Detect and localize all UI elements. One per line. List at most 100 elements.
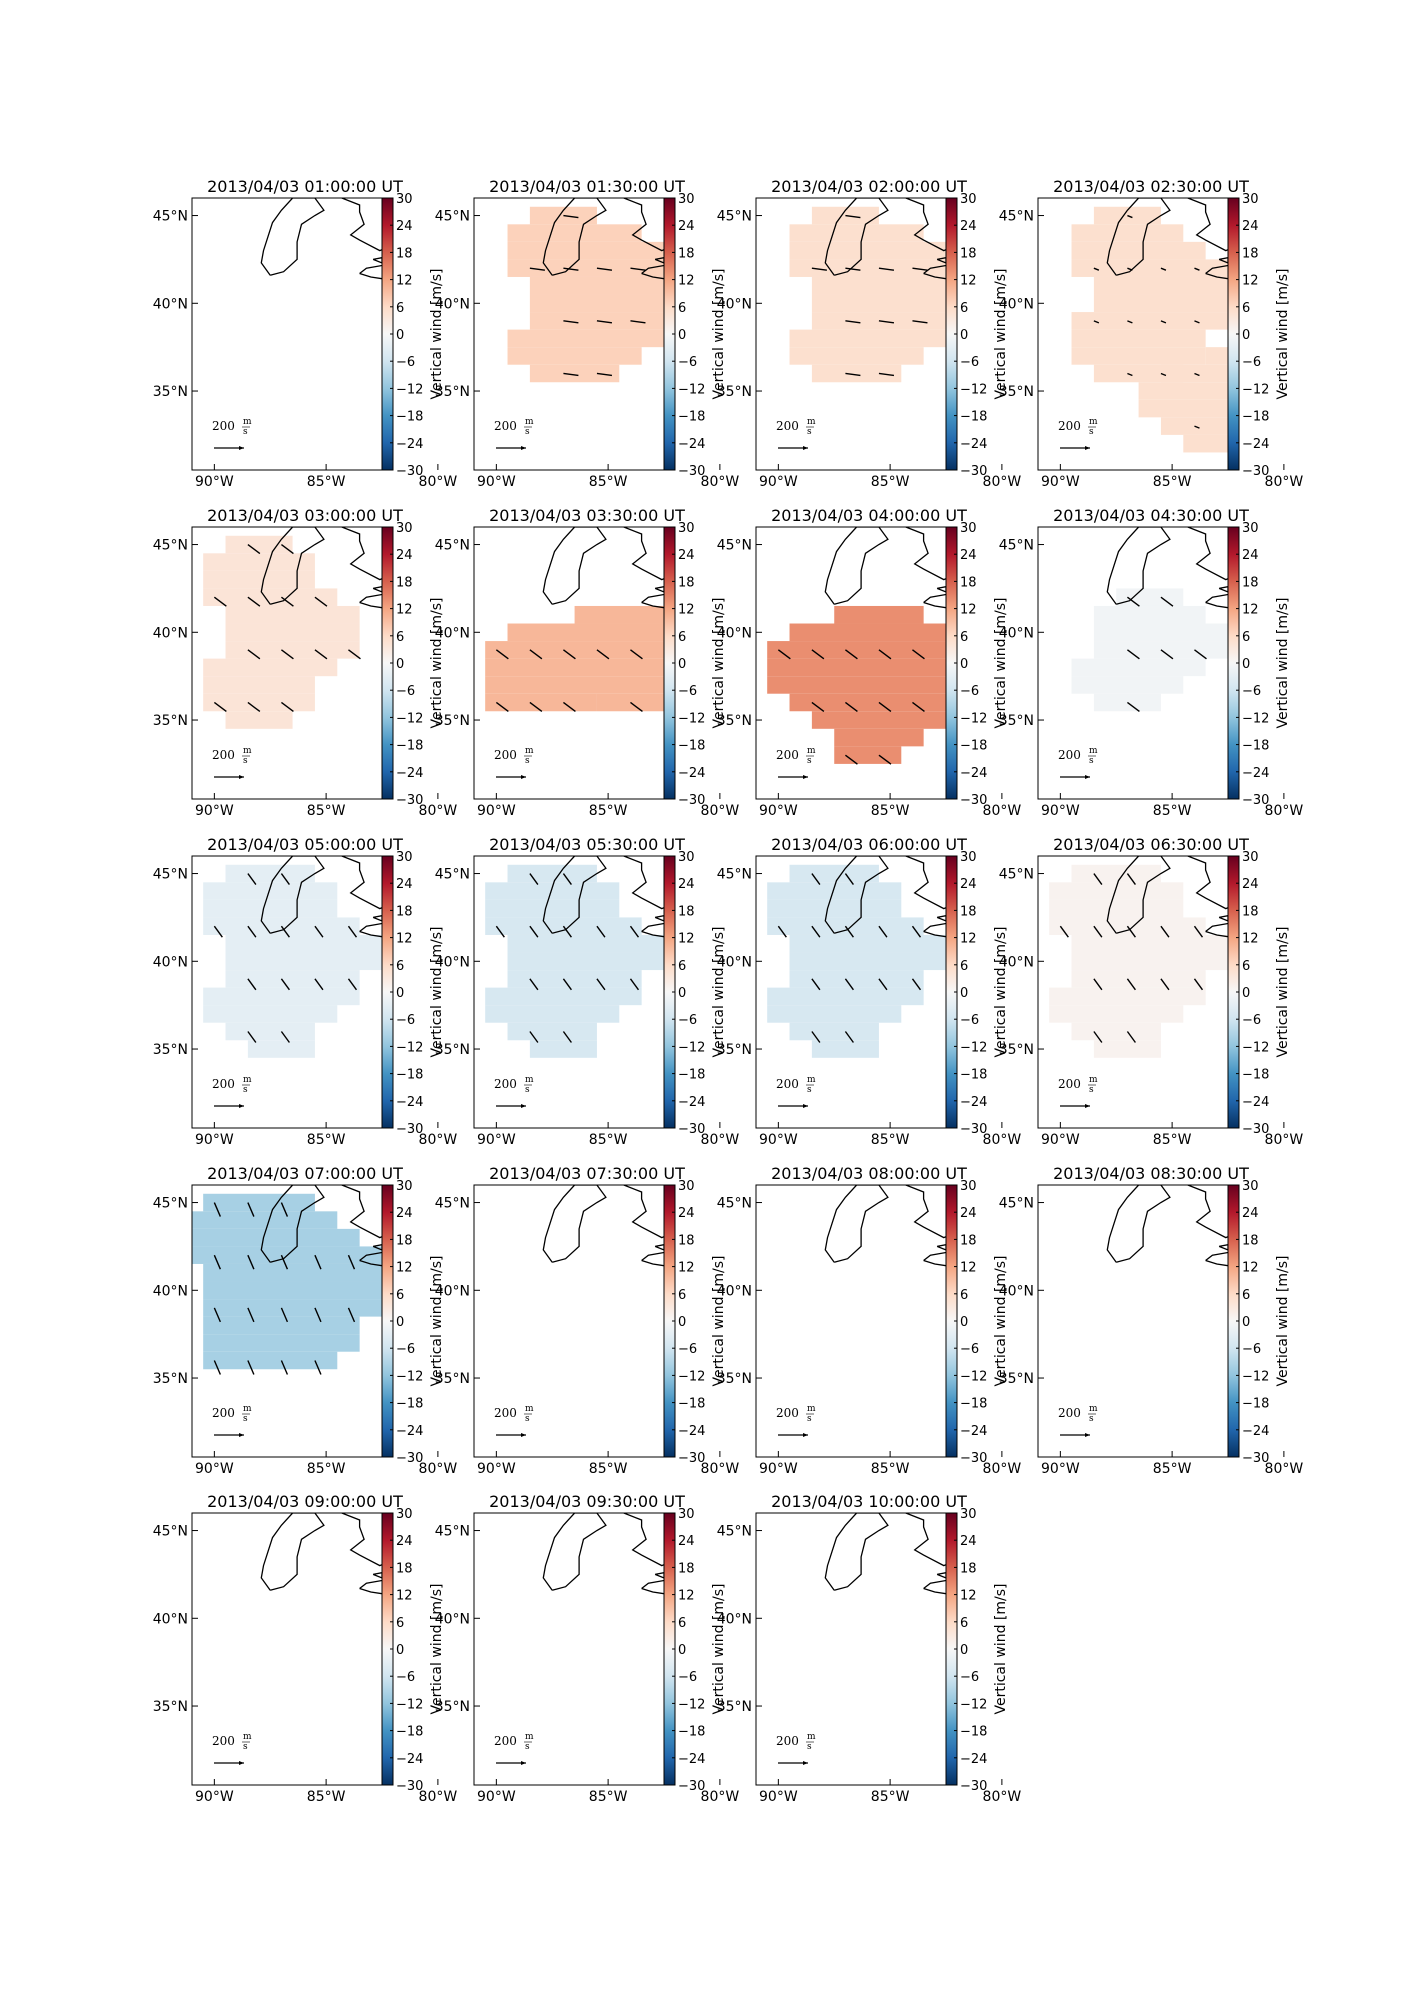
reference-arrow-unit: s — [525, 427, 530, 437]
panel-title: 2013/04/03 01:00:00 UT — [207, 177, 403, 196]
wind-region-cell — [574, 605, 664, 624]
colorbar-tick-label: 0 — [1242, 657, 1250, 672]
y-tick-label: 40°N — [153, 1611, 188, 1627]
colorbar-tick-label: 0 — [960, 328, 968, 343]
reference-arrow-label: 200 — [494, 1734, 517, 1748]
coastline-lakeHuron — [1187, 527, 1228, 581]
colorbar-label: Vertical wind [m/s] — [1275, 269, 1291, 400]
reference-arrow-label: 200 — [494, 748, 517, 762]
colorbar-tick-label: 18 — [678, 575, 695, 590]
reference-arrow-label: 200 — [776, 1077, 799, 1091]
y-tick-label: 40°N — [717, 954, 752, 970]
colorbar-tick-label: 12 — [1242, 603, 1259, 618]
panel-title: 2013/04/03 05:30:00 UT — [489, 835, 685, 854]
wind-vector — [911, 978, 922, 991]
panel-title: 2013/04/03 02:00:00 UT — [771, 177, 967, 196]
colorbar-tick-label: −6 — [396, 355, 415, 370]
reference-arrow-unit: s — [1089, 756, 1094, 766]
colorbar-tick-label: 24 — [678, 1534, 695, 1549]
coastline-lakeMichigan — [542, 1185, 607, 1263]
x-tick-label: 90°W — [195, 1132, 234, 1148]
y-tick-label: 45°N — [999, 209, 1034, 225]
wind-vector — [247, 1202, 255, 1217]
wind-region-cell — [485, 658, 664, 677]
coastline-lakeHuron — [905, 527, 946, 581]
colorbar-tick-label: −12 — [1242, 1369, 1269, 1384]
x-tick-label: 80°W — [701, 803, 740, 819]
colorbar-tick-label: 24 — [960, 1206, 977, 1221]
colorbar-tick-label: −18 — [960, 410, 987, 425]
reference-arrow-unit: m — [807, 1732, 816, 1742]
wind-vector — [1194, 372, 1200, 377]
colorbar-tick-label: 18 — [960, 1233, 977, 1248]
colorbar-tick-label: −6 — [1242, 1342, 1261, 1357]
colorbar-tick-label: 18 — [678, 1233, 695, 1248]
colorbar-label: Vertical wind [m/s] — [429, 1584, 445, 1715]
colorbar-tick-label: −24 — [1242, 766, 1269, 781]
colorbar-tick-label: −12 — [396, 1697, 423, 1712]
map-panel: 2013/04/03 06:00:00 UT 45°N 40°N 35°N 90°W 85… — [717, 835, 1022, 1148]
colorbar-label: Vertical wind [m/s] — [711, 598, 727, 729]
wind-vector — [878, 925, 888, 938]
colorbar-tick-label: −30 — [1242, 793, 1269, 808]
wind-region-cell — [811, 312, 946, 330]
x-tick-label: 80°W — [701, 1789, 740, 1805]
wind-vector — [630, 267, 646, 271]
reference-arrow-unit: m — [525, 1404, 534, 1414]
wind-region-cell — [789, 864, 879, 883]
y-tick-label: 40°N — [153, 954, 188, 970]
reference-arrow-unit: s — [1089, 427, 1094, 437]
y-tick-label: 40°N — [153, 1283, 188, 1299]
colorbar-tick-label: 12 — [960, 932, 977, 947]
colorbar-tick-label: −30 — [678, 464, 705, 479]
colorbar-tick-label: 0 — [960, 657, 968, 672]
colorbar-label: Vertical wind [m/s] — [711, 1584, 727, 1715]
colorbar-tick-label: −18 — [396, 410, 423, 425]
y-tick-label: 35°N — [153, 384, 188, 400]
wind-region-cell — [1071, 259, 1228, 277]
colorbar-tick-label: 12 — [678, 1261, 695, 1276]
coastline-lakeOntario — [1291, 231, 1367, 247]
y-tick-label: 45°N — [999, 538, 1034, 554]
colorbar-tick-label: −30 — [1242, 1122, 1269, 1137]
x-tick-label: 85°W — [589, 803, 628, 819]
x-tick-label: 90°W — [1041, 1132, 1080, 1148]
wind-vector — [1193, 978, 1204, 991]
colorbar-label: Vertical wind [m/s] — [1275, 1256, 1291, 1387]
y-tick-label: 35°N — [999, 384, 1034, 400]
wind-region-cell — [789, 970, 924, 988]
reference-arrow-head — [1085, 1433, 1090, 1437]
colorbar-tick-label: −6 — [960, 1013, 979, 1028]
colorbar-tick-label: 0 — [1242, 1315, 1250, 1330]
colorbar-tick-label: −30 — [678, 1122, 705, 1137]
wind-region-cell — [203, 588, 338, 606]
wind-region-cell — [507, 1022, 597, 1041]
wind-vector — [563, 372, 579, 377]
coastline-lakeOntario — [1291, 1218, 1367, 1234]
wind-vector — [629, 925, 640, 938]
wind-region-cell — [225, 623, 360, 642]
x-tick-label: 85°W — [871, 803, 910, 819]
x-tick-label: 85°W — [871, 1789, 910, 1805]
coastline-lakeHuron — [623, 527, 664, 581]
colorbar-tick-label: 24 — [1242, 1206, 1259, 1221]
wind-vector — [247, 978, 257, 991]
colorbar-tick-label: 30 — [960, 850, 977, 865]
map-panel: 2013/04/03 02:30:00 UT 45°N 40°N 35°N 90°W 85… — [999, 177, 1367, 490]
coastline-stClair — [372, 586, 382, 593]
colorbar-tick-label: −18 — [1242, 1068, 1269, 1083]
wind-region-cell — [225, 711, 293, 729]
colorbar-tick-label: −18 — [396, 1068, 423, 1083]
reference-arrow-label: 200 — [494, 1077, 517, 1091]
wind-region-cell — [225, 934, 382, 953]
colorbar-tick-label: 6 — [1242, 630, 1250, 645]
wind-vector — [811, 701, 825, 713]
wind-region-cell — [203, 1299, 382, 1317]
colorbar-tick-label: 30 — [678, 1507, 695, 1522]
wind-vector — [213, 701, 227, 713]
wind-vector — [878, 372, 895, 377]
wind-vector — [1160, 925, 1170, 938]
colorbar-tick-label: 18 — [396, 246, 413, 261]
colorbar-tick-label: −12 — [678, 1369, 705, 1384]
x-tick-label: 90°W — [477, 1461, 516, 1477]
